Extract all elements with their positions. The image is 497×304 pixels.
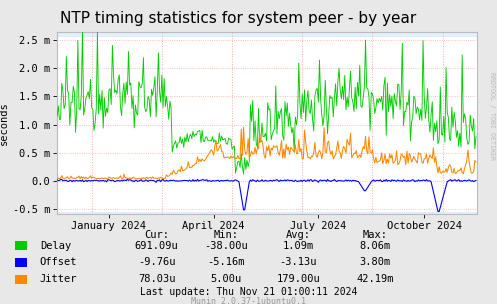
Text: Munin 2.0.37-1ubuntu0.1: Munin 2.0.37-1ubuntu0.1 [191, 297, 306, 304]
Text: 3.80m: 3.80m [360, 257, 391, 267]
Bar [57, 32, 477, 36]
Text: 179.00u: 179.00u [276, 274, 320, 284]
Text: Avg:: Avg: [286, 230, 311, 240]
Text: 78.03u: 78.03u [138, 274, 175, 284]
Text: Offset: Offset [40, 257, 77, 267]
Text: 691.09u: 691.09u [135, 241, 178, 250]
Text: Jitter: Jitter [40, 274, 77, 284]
Text: Delay: Delay [40, 241, 71, 250]
Y-axis label: seconds: seconds [0, 101, 8, 145]
Text: 42.19m: 42.19m [356, 274, 394, 284]
Text: 8.06m: 8.06m [360, 241, 391, 250]
Text: -9.76u: -9.76u [138, 257, 175, 267]
Text: Cur:: Cur: [144, 230, 169, 240]
Text: Min:: Min: [214, 230, 239, 240]
Text: Max:: Max: [363, 230, 388, 240]
Text: -5.16m: -5.16m [207, 257, 245, 267]
Text: NTP timing statistics for system peer - by year: NTP timing statistics for system peer - … [61, 11, 416, 26]
Text: 5.00u: 5.00u [211, 274, 242, 284]
Text: RRDTOOL / TOBI OETIKER: RRDTOOL / TOBI OETIKER [489, 71, 495, 160]
Text: -3.13u: -3.13u [279, 257, 317, 267]
Text: Last update: Thu Nov 21 01:00:11 2024: Last update: Thu Nov 21 01:00:11 2024 [140, 288, 357, 297]
Bar [57, 212, 477, 214]
Text: 1.09m: 1.09m [283, 241, 314, 250]
Text: -38.00u: -38.00u [204, 241, 248, 250]
